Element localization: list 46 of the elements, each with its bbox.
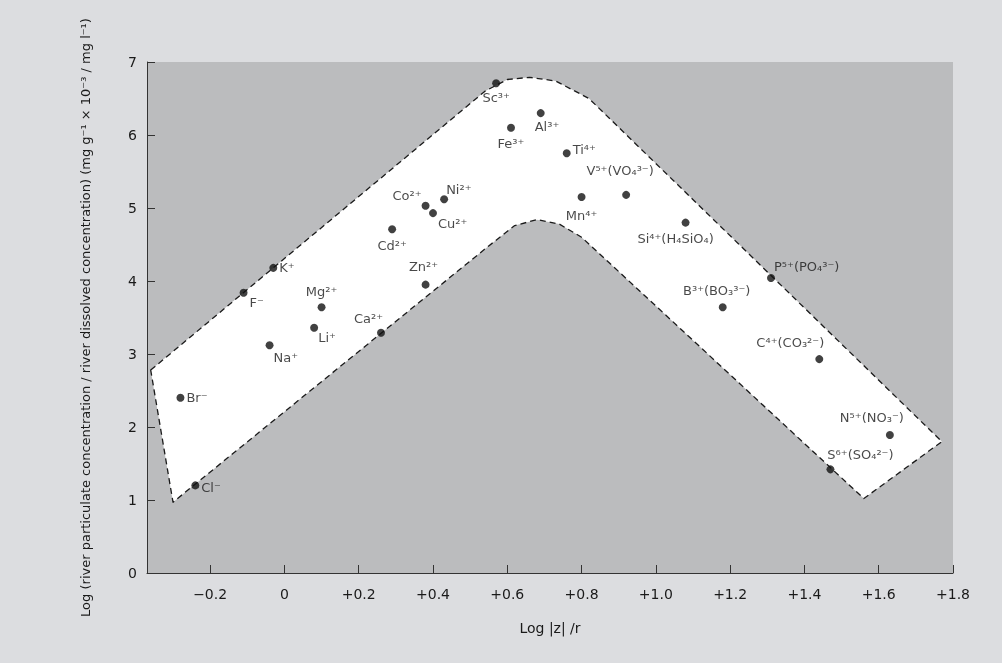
data-label: Ni²⁺ bbox=[446, 181, 472, 197]
y-tick-label: 5 bbox=[128, 200, 137, 216]
x-tick-label: +1.6 bbox=[861, 586, 896, 602]
x-tick-label: +1.2 bbox=[713, 586, 748, 602]
x-tick-label: +0.8 bbox=[564, 586, 599, 602]
data-label: Cd²⁺ bbox=[377, 237, 407, 253]
y-tick-label: 1 bbox=[128, 492, 137, 508]
x-tick-label: −0.2 bbox=[193, 586, 228, 602]
data-label: Fe³⁺ bbox=[497, 136, 525, 152]
y-tick-label: 3 bbox=[128, 346, 137, 362]
data-label: B³⁺(BO₃³⁻) bbox=[683, 282, 751, 298]
x-tick-label: +0.2 bbox=[341, 586, 376, 602]
data-label: S⁶⁺(SO₄²⁻) bbox=[827, 446, 894, 462]
data-label: Si⁴⁺(H₄SiO₄) bbox=[637, 231, 714, 247]
y-tick-label: 0 bbox=[128, 565, 137, 581]
data-label: Co²⁺ bbox=[392, 188, 422, 204]
x-tick-label: +1.0 bbox=[638, 586, 673, 602]
data-label: Mn⁴⁺ bbox=[565, 207, 598, 223]
data-label: Li⁺ bbox=[318, 330, 336, 346]
data-label: Br⁻ bbox=[186, 390, 208, 406]
data-label: P⁵⁺(PO₄³⁻) bbox=[774, 258, 840, 274]
data-label: C⁴⁺(CO₃²⁻) bbox=[756, 334, 825, 350]
x-tick-label: +0.6 bbox=[490, 586, 525, 602]
y-axis-title: Log (river particulate concentration / river dissolved concentration) (mg g⁻¹ × 10⁻³ / mg l⁻¹) bbox=[77, 18, 93, 617]
data-label: K⁺ bbox=[279, 260, 295, 276]
data-label: Sc³⁺ bbox=[482, 89, 510, 105]
x-tick-label: +1.8 bbox=[936, 586, 970, 602]
data-label: Ca²⁺ bbox=[353, 311, 383, 327]
data-label: Cu²⁺ bbox=[438, 215, 468, 231]
data-label: Mg²⁺ bbox=[305, 283, 338, 299]
data-label: Al³⁺ bbox=[534, 118, 560, 134]
y-tick-label: 7 bbox=[128, 54, 137, 70]
y-tick-label: 4 bbox=[128, 273, 138, 289]
x-tick-label: 0 bbox=[279, 586, 289, 602]
data-label: Ti⁴⁺ bbox=[571, 141, 596, 157]
data-label: Zn²⁺ bbox=[408, 259, 439, 275]
x-axis-title: Log |z| /r bbox=[519, 620, 581, 637]
data-label: F⁻ bbox=[249, 295, 264, 311]
x-tick-label: +1.4 bbox=[787, 586, 822, 602]
data-label: N⁵⁺(NO₃⁻) bbox=[839, 409, 904, 425]
data-label: V⁵⁺(VO₄³⁻) bbox=[586, 163, 654, 179]
data-label: Na⁺ bbox=[273, 349, 299, 365]
data-label: Cl⁻ bbox=[201, 479, 221, 495]
y-tick-label: 6 bbox=[128, 127, 138, 143]
x-tick-label: +0.4 bbox=[416, 586, 451, 602]
y-tick-label: 2 bbox=[128, 419, 137, 435]
